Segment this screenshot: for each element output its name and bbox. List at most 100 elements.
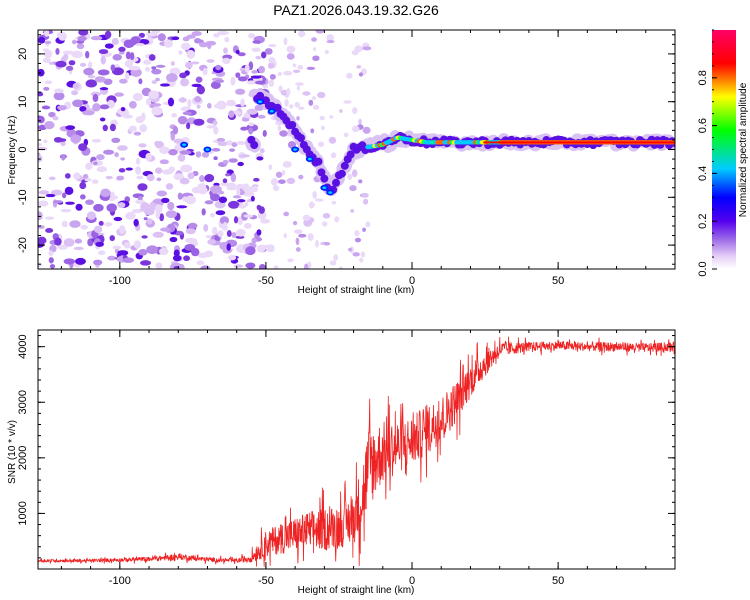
spectrogram-noise-blob xyxy=(91,179,99,184)
snr-y-ticks: 1000 2000 3000 4000 xyxy=(17,334,675,570)
spectrogram-plot-area xyxy=(38,30,675,269)
spectrogram-feature-core xyxy=(258,100,263,103)
spectrogram-noise-blob xyxy=(350,208,355,213)
spectrogram-noise-blob xyxy=(204,200,214,205)
spectrogram-noise-blob xyxy=(143,59,152,65)
spectrogram-noise-blob xyxy=(151,80,157,84)
spectrogram-feature-core xyxy=(307,157,312,161)
spectrogram-noise-blob xyxy=(278,85,283,93)
spectrogram-noise-blob xyxy=(169,81,176,86)
spectrogram-noise-blob xyxy=(288,104,294,109)
spectrogram-noise-blob xyxy=(85,50,90,59)
spectrogram-noise-blob xyxy=(140,260,152,266)
spectrogram-ridge-core xyxy=(250,141,259,150)
spectrogram-noise-blob xyxy=(323,242,331,246)
spectrogram-noise-blob xyxy=(180,164,193,173)
spectrogram-noise-blob xyxy=(362,126,371,134)
spectrogram-noise-blob xyxy=(109,123,116,132)
spectrogram-noise-blob xyxy=(206,59,215,63)
spectrogram-noise-blob xyxy=(229,148,236,152)
spectrogram-noise-blob xyxy=(118,46,126,53)
spectrogram-noise-blob xyxy=(245,262,256,269)
spectrogram-noise-blob xyxy=(268,57,276,64)
spectrogram-noise-blob xyxy=(193,118,205,126)
spectrogram-noise-blob xyxy=(72,83,80,89)
spectrogram-noise-blob xyxy=(120,106,126,112)
spectrogram-noise-blob xyxy=(237,161,244,167)
spectrogram-noise-blob xyxy=(326,34,334,42)
spectrogram-noise-blob xyxy=(184,195,197,205)
snr-x-tick-label: 0 xyxy=(409,575,415,587)
spectrogram-noise-blob xyxy=(243,223,252,229)
spectrogram-noise-blob xyxy=(38,211,43,221)
spectrogram-noise-blob xyxy=(179,177,190,185)
spectrogram-noise-blob xyxy=(71,50,83,59)
spectrogram-noise-blob xyxy=(167,201,175,211)
spectrogram-noise-blob xyxy=(151,66,157,70)
spectrogram-noise-blob xyxy=(118,51,125,55)
spectrogram-noise-blob xyxy=(169,67,181,75)
spectrogram-noise-blob xyxy=(365,221,371,228)
spectrogram-noise-blob xyxy=(312,55,320,62)
spectrogram-noise-blob xyxy=(45,193,56,198)
spectrogram-noise-blob xyxy=(215,79,225,83)
spectrogram-noise-blob xyxy=(159,159,169,165)
spectrogram-noise-blob xyxy=(71,90,79,96)
spectrogram-noise-blob xyxy=(173,249,180,257)
spectrogram-noise-blob xyxy=(160,227,171,232)
snr-series-line xyxy=(38,336,675,567)
spectrogram-noise-blob xyxy=(191,31,202,37)
spectrogram-noise-blob xyxy=(312,47,317,52)
spectrogram-noise-blob xyxy=(186,49,195,59)
spectrogram-noise-blob xyxy=(262,130,267,137)
spectrogram-noise-blob xyxy=(358,179,363,184)
spectrogram-noise-blob xyxy=(57,244,68,250)
spectrogram-noise-blob xyxy=(135,43,145,47)
spectrogram-noise-blob xyxy=(326,40,335,44)
spectrogram-noise-blob xyxy=(154,140,160,146)
spectrogram-noise-blob xyxy=(155,204,163,213)
spectrogram-noise-blob xyxy=(251,47,261,52)
snr-y-tick-label: 1000 xyxy=(17,501,29,525)
spectrogram-noise-blob xyxy=(277,179,286,184)
spectrogram-noise-blob xyxy=(112,53,122,61)
spectrogram-noise-blob xyxy=(321,221,328,227)
snr-x-tick-label: -100 xyxy=(109,575,131,587)
spectrogram-noise-blob xyxy=(135,166,142,175)
spectrogram-noise-blob xyxy=(65,201,75,205)
spectrogram-noise-blob xyxy=(228,200,240,209)
spectrogram-noise-blob xyxy=(85,162,93,171)
spectrogram-noise-blob xyxy=(212,226,218,236)
spectrogram-noise-blob xyxy=(187,99,192,108)
spectrogram-noise-blob xyxy=(64,186,74,196)
spectrogram-noise-blob xyxy=(50,189,63,196)
spectrogram-noise-blob xyxy=(159,213,165,222)
spectrogram-noise-blob xyxy=(82,110,95,116)
spectrogram-noise-blob xyxy=(256,229,262,236)
spectrogram-noise-blob xyxy=(44,40,52,45)
spectrogram-noise-blob xyxy=(104,43,114,49)
spectrogram-noise-blob xyxy=(83,67,95,76)
spectrogram-noise-blob xyxy=(182,111,192,116)
colorbar-tick-label: 0.2 xyxy=(697,214,709,229)
spectrogram-noise-blob xyxy=(206,124,217,129)
spectrogram-noise-blob xyxy=(240,126,248,131)
spectrogram-noise-blob xyxy=(358,118,362,125)
spectrogram-noise-blob xyxy=(237,52,246,57)
spectrogram-noise-blob xyxy=(96,232,105,236)
spectrogram-noise-blob xyxy=(196,85,206,95)
spectrogram-noise-blob xyxy=(75,257,86,265)
colorbar-label: Normalized spectral amplitude xyxy=(738,82,749,217)
spectrogram-noise-blob xyxy=(256,244,266,253)
spectrogram-noise-blob xyxy=(191,83,202,88)
spectrogram-noise-blob xyxy=(306,66,316,71)
spectrogram-noise-blob xyxy=(119,78,128,84)
spectrogram-noise-blob xyxy=(333,254,339,262)
spectrogram-noise-blob xyxy=(258,65,266,74)
spectrogram-x-tick-label: -50 xyxy=(258,275,274,287)
spectrogram-noise-blob xyxy=(238,154,250,158)
spectrogram-noise-blob xyxy=(349,185,357,192)
spectrogram-noise-blob xyxy=(356,65,362,69)
colorbar-gradient xyxy=(712,30,736,269)
